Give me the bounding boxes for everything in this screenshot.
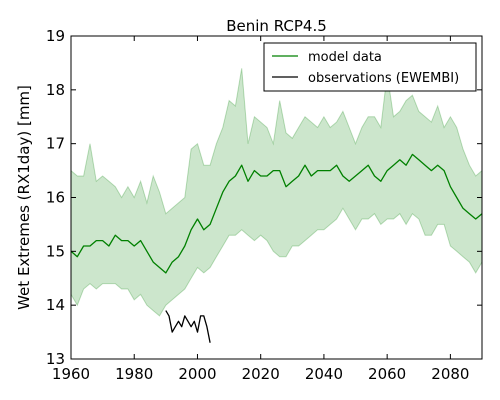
x-tick-label: 2040 — [305, 365, 343, 383]
x-tick-label: 1960 — [52, 365, 90, 383]
model-data-line — [70, 153, 483, 274]
y-tick-label: 15 — [46, 242, 65, 260]
y-axis-label: Wet Extremes (RX1day) [mm] — [15, 85, 33, 310]
y-tick-label: 16 — [46, 189, 65, 207]
y-tick-label: 14 — [46, 296, 65, 314]
y-tick-label: 13 — [46, 350, 65, 368]
legend-box — [263, 42, 477, 92]
y-tick-label: 18 — [46, 81, 65, 99]
legend-label-observations: observations (EWEMBI) — [308, 71, 459, 86]
y-tick-label: 19 — [46, 27, 65, 45]
x-tick-label: 2020 — [242, 365, 280, 383]
ticks-layer: 1960 1980 2000 2020 2040 2060 2080 13 14 15 16 17 18… — [46, 27, 482, 383]
x-tick-label: 1980 — [115, 365, 153, 383]
x-tick-label: 2060 — [368, 365, 406, 383]
legend: model data observations (EWEMBI) — [263, 42, 477, 92]
y-tick-label: 17 — [46, 135, 65, 153]
observations-line — [165, 310, 211, 343]
legend-label-model-data: model data — [308, 50, 382, 65]
x-tick-label: 2080 — [431, 365, 469, 383]
x-tick-label: 2000 — [178, 365, 216, 383]
chart-title: Benin RCP4.5 — [226, 17, 327, 35]
series-layer — [70, 153, 483, 343]
